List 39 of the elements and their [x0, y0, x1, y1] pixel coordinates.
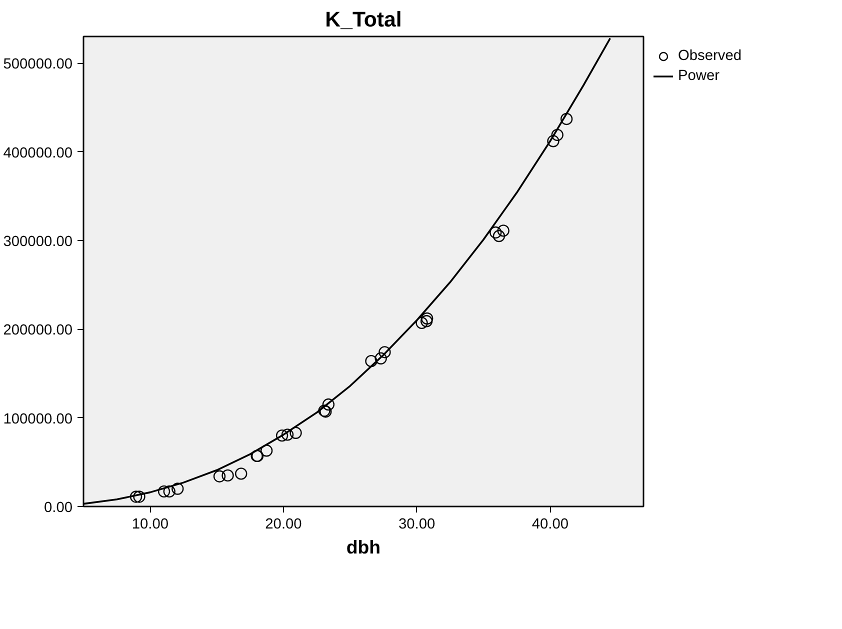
point: [281, 428, 294, 441]
y-tick-label: 300000.00: [3, 234, 72, 250]
x-axis-title: dbh: [346, 536, 381, 558]
point: [213, 470, 226, 482]
chart-title: K_Total: [325, 8, 402, 32]
y-tick-label: 500000.00: [3, 56, 72, 73]
point: [290, 426, 302, 439]
point: [497, 224, 510, 237]
point: [490, 226, 502, 239]
point: [551, 128, 564, 142]
point: [235, 468, 248, 480]
point: [130, 490, 142, 503]
x-tick-label: 10.00: [132, 516, 169, 532]
legend-label: Power: [678, 68, 720, 84]
point: [260, 444, 273, 457]
point: [365, 354, 378, 368]
point: [222, 469, 234, 482]
y-tick-label: 200000.00: [3, 322, 72, 339]
point: [378, 346, 391, 358]
point: [492, 230, 506, 242]
point: [420, 315, 433, 328]
point: [163, 485, 176, 498]
point: [560, 112, 573, 126]
point: [158, 485, 170, 498]
y-tick-label: 400000.00: [3, 145, 72, 162]
x-tick-label: 40.00: [532, 516, 569, 532]
point: [547, 135, 560, 148]
point: [416, 316, 428, 330]
x-tick-label: 20.00: [265, 516, 302, 532]
point: [172, 482, 184, 495]
point: [276, 429, 288, 442]
y-tick-label: 0.00: [44, 500, 73, 516]
point: [374, 352, 387, 364]
point: [421, 312, 434, 325]
point: [322, 398, 335, 411]
x-tick-label: 30.00: [398, 516, 436, 532]
point: [133, 490, 146, 503]
y-tick-label: 100000.00: [3, 411, 72, 428]
legend-label: Observed: [678, 48, 742, 64]
